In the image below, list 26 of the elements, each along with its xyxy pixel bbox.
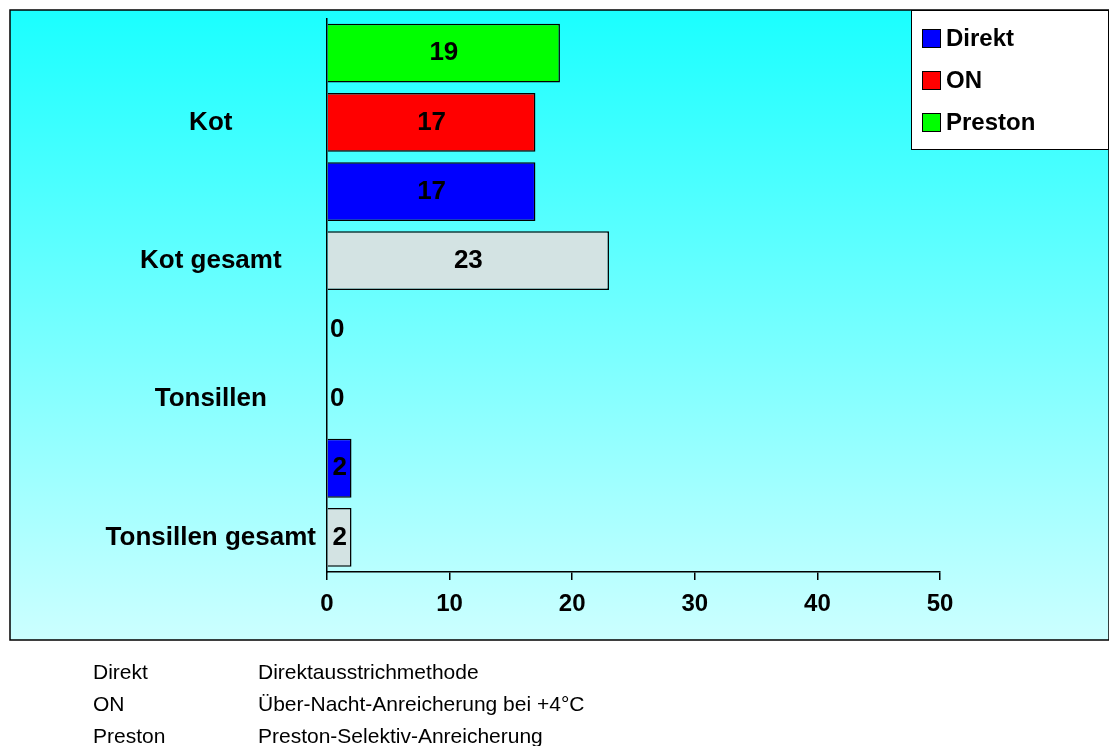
data-label: 0 xyxy=(330,313,345,344)
x-tick-label: 0 xyxy=(320,589,334,617)
data-label: 0 xyxy=(330,382,345,413)
text: ON xyxy=(93,691,126,717)
text: Über-Nacht-Anreicherung bei +4°C xyxy=(258,691,585,717)
text: Direktausstrichmethode xyxy=(258,659,480,685)
data-label: 17 xyxy=(417,105,447,136)
x-tick-label: 30 xyxy=(681,589,709,617)
legend-label: Direkt xyxy=(946,24,1015,52)
legend-label: ON xyxy=(946,66,982,94)
data-label: 23 xyxy=(453,243,483,274)
data-label: 2 xyxy=(332,520,347,551)
text: Preston xyxy=(93,723,167,746)
y-tick-label: Tonsillen xyxy=(154,382,267,413)
x-tick-label: 20 xyxy=(558,589,586,617)
data-label: 17 xyxy=(417,174,447,205)
data-label: 2 xyxy=(332,451,347,482)
data-label: 19 xyxy=(429,36,459,67)
y-tick-label: Tonsillen gesamt xyxy=(105,520,317,551)
x-tick-label: 40 xyxy=(804,589,831,617)
y-tick-label: Kot gesamt xyxy=(139,243,282,274)
legend-label: Preston xyxy=(946,108,1036,136)
text: Direkt xyxy=(93,659,149,685)
y-tick-label: Kot xyxy=(189,105,233,136)
x-tick-label: 50 xyxy=(926,589,954,617)
x-tick-label: 10 xyxy=(436,589,463,617)
